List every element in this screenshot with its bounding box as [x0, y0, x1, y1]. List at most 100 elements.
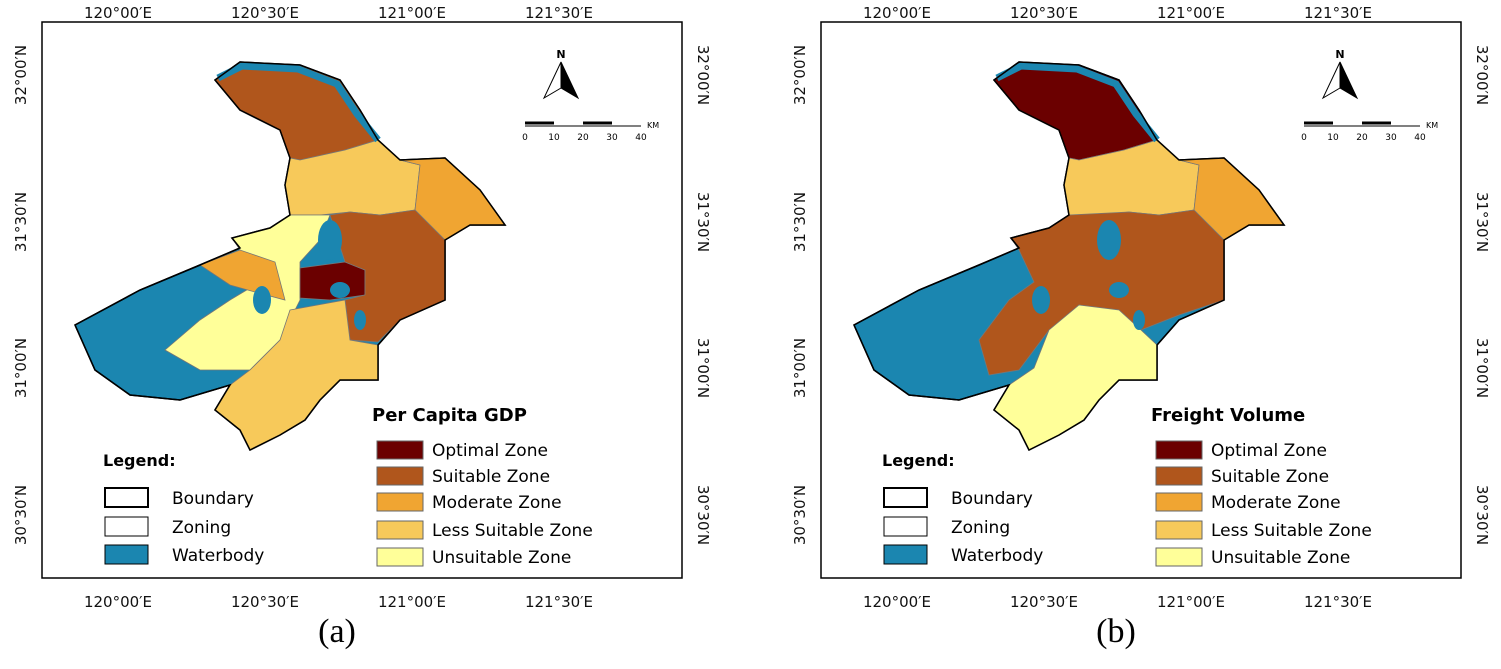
lat-label: 31°00′N [791, 338, 809, 398]
river [995, 62, 1160, 143]
north-arrow [1339, 61, 1359, 100]
waterbody [1032, 286, 1050, 314]
zone-label: Suitable Zone [1211, 467, 1329, 487]
lon-label: 121°00′E [378, 593, 446, 611]
lat-label: 30°30′N [12, 485, 30, 545]
zone-swatch [1155, 547, 1203, 567]
zone-swatch [1155, 440, 1203, 460]
lat-label: 32°00′N [12, 45, 30, 105]
lat-label: 30°30′N [694, 485, 712, 545]
waterbody [1109, 282, 1129, 298]
scale-label: 20 [1356, 133, 1368, 143]
scale-unit: KM [647, 121, 659, 130]
waterbody [1097, 220, 1121, 260]
lat-label: 31°00′N [694, 338, 712, 398]
zone-legend-title: Per Capita GDP [372, 405, 527, 426]
scale-label: 20 [577, 133, 589, 143]
zone-legend-title: Freight Volume [1151, 405, 1305, 426]
caption: (a) [318, 613, 356, 650]
north-label: N [556, 48, 565, 61]
scale-unit: KM [1426, 121, 1438, 130]
zone-label: Moderate Zone [432, 493, 562, 513]
lon-label: 120°30′E [231, 593, 299, 611]
lon-label: 120°00′E [863, 4, 931, 22]
lon-label: 121°00′E [1157, 4, 1225, 22]
lon-label: 121°30′E [1304, 593, 1372, 611]
lat-label: 31°30′N [1473, 192, 1491, 252]
legend-label: Waterbody [951, 546, 1043, 566]
boundary [853, 61, 1286, 452]
lon-label: 121°30′E [525, 593, 593, 611]
zone-label: Unsuitable Zone [432, 548, 571, 568]
legend-label: Boundary [172, 489, 254, 509]
scale-label: 30 [1385, 133, 1397, 143]
zone-swatch [376, 492, 424, 512]
scale-label: 30 [606, 133, 618, 143]
waterbody [330, 282, 350, 298]
lon-label: 121°30′E [525, 4, 593, 22]
zone-label: Moderate Zone [1211, 493, 1341, 513]
legend-title: Legend: [103, 451, 176, 470]
legend-swatch [104, 544, 149, 565]
lon-label: 120°00′E [84, 593, 152, 611]
caption: (b) [1096, 613, 1136, 650]
lat-label: 31°00′N [1473, 338, 1491, 398]
waterbody [354, 310, 366, 330]
scale-label: 0 [522, 133, 528, 143]
waterbody [318, 220, 342, 260]
scale-label: 40 [1414, 133, 1426, 143]
zone-region [329, 209, 446, 343]
lon-label: 120°30′E [1010, 4, 1078, 22]
lon-label: 121°30′E [1304, 4, 1372, 22]
lat-label: 30°30′N [791, 485, 809, 545]
scale-label: 0 [1301, 133, 1307, 143]
waterbody [253, 286, 271, 314]
map-panel: 120°00′E 120°00′E 120°30′E 120°30′E 121°00′E… [12, 4, 712, 650]
zone-swatch [1155, 520, 1203, 540]
lon-label: 120°00′E [84, 4, 152, 22]
zone-swatch [376, 520, 424, 540]
lon-label: 120°30′E [1010, 593, 1078, 611]
lat-label: 32°00′N [1473, 45, 1491, 105]
zone-label: Optimal Zone [1211, 441, 1327, 461]
zone-label: Unsuitable Zone [1211, 548, 1350, 568]
legend-label: Zoning [172, 518, 231, 538]
lon-label: 120°30′E [231, 4, 299, 22]
north-arrow [560, 61, 580, 100]
zone-swatch [376, 440, 424, 460]
legend-label: Boundary [951, 489, 1033, 509]
legend-swatch [883, 487, 928, 508]
lon-label: 121°00′E [1157, 593, 1225, 611]
lat-label: 30°30′N [1473, 485, 1491, 545]
legend-swatch [883, 544, 928, 565]
zone-label: Less Suitable Zone [1211, 521, 1372, 541]
lat-label: 31°30′N [694, 192, 712, 252]
lon-label: 120°00′E [863, 593, 931, 611]
zone-region [978, 209, 1225, 376]
zone-swatch [376, 547, 424, 567]
legend-label: Zoning [951, 518, 1010, 538]
zone-swatch [1155, 492, 1203, 512]
scale-label: 10 [548, 133, 560, 143]
north-label: N [1335, 48, 1344, 61]
lat-label: 31°30′N [791, 192, 809, 252]
zone-label: Less Suitable Zone [432, 521, 593, 541]
zone-label: Optimal Zone [432, 441, 548, 461]
legend-swatch [104, 487, 149, 508]
zone-label: Suitable Zone [432, 467, 550, 487]
lat-label: 32°00′N [791, 45, 809, 105]
waterbody [1133, 310, 1145, 330]
zone-swatch [1155, 466, 1203, 486]
boundary [74, 61, 507, 452]
lat-label: 31°30′N [12, 192, 30, 252]
lat-label: 32°00′N [694, 45, 712, 105]
legend-swatch [883, 516, 928, 537]
legend-title: Legend: [882, 451, 955, 470]
scale-label: 10 [1327, 133, 1339, 143]
legend-label: Waterbody [172, 546, 264, 566]
river [216, 62, 381, 143]
scale-label: 40 [635, 133, 647, 143]
lon-label: 121°00′E [378, 4, 446, 22]
map-panel: 120°00′E 120°00′E 120°30′E 120°30′E 121°00′E… [791, 4, 1491, 650]
